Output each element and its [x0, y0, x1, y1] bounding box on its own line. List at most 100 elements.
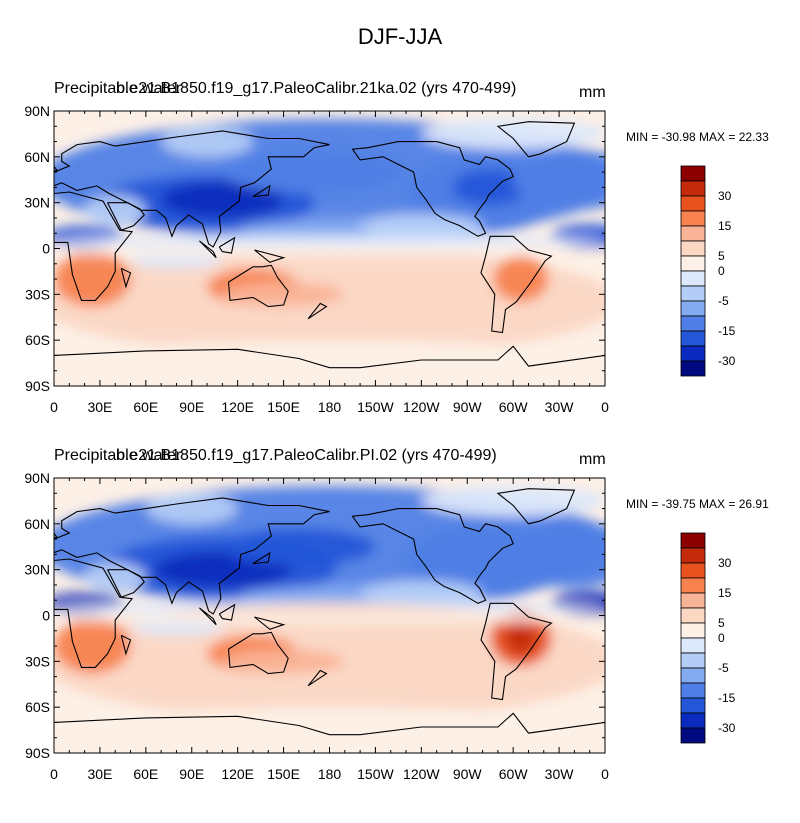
colorbar-swatch	[680, 180, 706, 197]
lon-tick-label: 120W	[403, 766, 440, 782]
lat-tick-label: 30N	[24, 562, 50, 578]
contour-region	[54, 340, 605, 386]
figure-title: DJF-JJA	[357, 24, 443, 49]
units-label: mm	[579, 84, 606, 101]
lat-tick-label: 90N	[24, 470, 50, 486]
colorbar-label: 0	[718, 264, 725, 278]
coastline	[54, 558, 134, 668]
units-label: mm	[579, 451, 606, 468]
colorbar-label: -30	[718, 721, 736, 735]
colorbar-swatch	[680, 225, 706, 242]
contour-region	[54, 247, 605, 257]
colorbar-swatch	[680, 607, 706, 624]
colorbar-swatch	[680, 165, 706, 182]
lon-tick-label: 60E	[133, 399, 158, 415]
contour-region	[222, 150, 406, 194]
contour-region	[161, 126, 254, 157]
lon-tick-label: 120E	[221, 766, 254, 782]
contour-region	[84, 195, 146, 226]
min-max-label: MIN = -39.75 MAX = 26.91	[626, 497, 769, 511]
case-label: b.e21.B1850.f19_g17.PaleoCalibr.PI.02 (y…	[116, 447, 497, 464]
colorbar-swatch	[680, 592, 706, 609]
lon-tick-label: 60W	[499, 399, 529, 415]
contour-region	[130, 253, 223, 269]
contour-region	[222, 649, 345, 674]
coastline	[227, 631, 289, 675]
contour-field	[54, 111, 605, 386]
lon-tick-label: 30E	[87, 766, 112, 782]
lon-tick-label: 0	[50, 766, 58, 782]
colorbar-swatch	[680, 240, 706, 257]
contour-region	[513, 520, 605, 588]
lat-tick-label: 30S	[25, 653, 50, 669]
lat-tick-label: 90S	[25, 378, 50, 394]
contour-region	[360, 213, 483, 238]
coastline	[254, 616, 286, 630]
variable-label: Precipitable water	[54, 447, 182, 464]
colorbar-swatch	[680, 210, 706, 227]
lon-tick-label: 180	[318, 766, 342, 782]
lon-tick-label: 30W	[545, 399, 575, 415]
colorbar-swatch	[680, 315, 706, 332]
colorbar-label: -5	[718, 294, 729, 308]
coastline	[496, 488, 576, 525]
contour-region	[130, 620, 223, 636]
contour-region	[54, 234, 605, 247]
contour-region	[161, 181, 284, 218]
contour-region	[222, 528, 376, 566]
coastline	[252, 184, 271, 198]
map-panel-21ka: Precipitable water b.e21.B1850.f19_g17.P…	[0, 76, 800, 456]
contour-region	[421, 485, 605, 517]
colorbar-swatch	[680, 270, 706, 287]
coastline	[107, 202, 146, 231]
max-value: MAX = 22.33	[699, 130, 769, 144]
colorbar-swatch	[680, 712, 706, 729]
colorbar-swatch	[680, 697, 706, 714]
lon-tick-label: 120W	[403, 399, 440, 415]
colorbar-swatch	[680, 682, 706, 699]
lon-axis: 0 30E 60E 90E 120E 150E 180 150W 120W 90W 60W 30W 0	[50, 111, 609, 415]
coastline	[107, 569, 146, 598]
coastlines	[54, 121, 605, 369]
colorbar: 30 15 50 -5 -15 -30	[680, 532, 736, 744]
coastline	[480, 235, 553, 334]
contour-region	[505, 623, 537, 654]
lon-tick-label: 150W	[357, 399, 394, 415]
lon-tick-label: 150W	[357, 766, 394, 782]
contour-region	[84, 562, 146, 593]
colorbar-label: 30	[718, 189, 732, 203]
lat-tick-label: 60N	[24, 149, 50, 165]
colorbar-swatch	[680, 622, 706, 639]
coastline	[54, 712, 605, 736]
lon-tick-label: 60W	[499, 766, 529, 782]
contour-region	[145, 493, 238, 524]
coastline	[307, 302, 328, 320]
contour-region	[421, 118, 605, 150]
lon-tick-label: 0	[601, 766, 609, 782]
lat-tick-label: 30N	[24, 195, 50, 211]
contour-region	[513, 149, 605, 211]
coastline	[199, 240, 217, 259]
lon-tick-label: 30W	[545, 766, 575, 782]
coastline	[199, 607, 217, 626]
lat-tick-label: 90N	[24, 103, 50, 119]
colorbar-swatch	[680, 300, 706, 317]
colorbar-label: -5	[718, 661, 729, 675]
colorbar-swatch	[680, 727, 706, 744]
min-value: MIN = -39.75	[626, 497, 696, 511]
colorbar-swatch	[680, 562, 706, 579]
colorbar-swatch	[680, 637, 706, 654]
colorbar-label: -30	[718, 354, 736, 368]
colorbar-swatch	[680, 577, 706, 594]
coastline	[120, 267, 132, 289]
contour-region	[54, 707, 605, 753]
lon-tick-label: 90W	[453, 399, 483, 415]
coastline	[120, 634, 132, 656]
coastline	[218, 236, 236, 254]
colorbar-swatch	[680, 345, 706, 362]
coastline	[218, 603, 236, 621]
lat-tick-label: 30S	[25, 286, 50, 302]
lon-tick-label: 0	[601, 399, 609, 415]
coastline	[227, 264, 289, 308]
